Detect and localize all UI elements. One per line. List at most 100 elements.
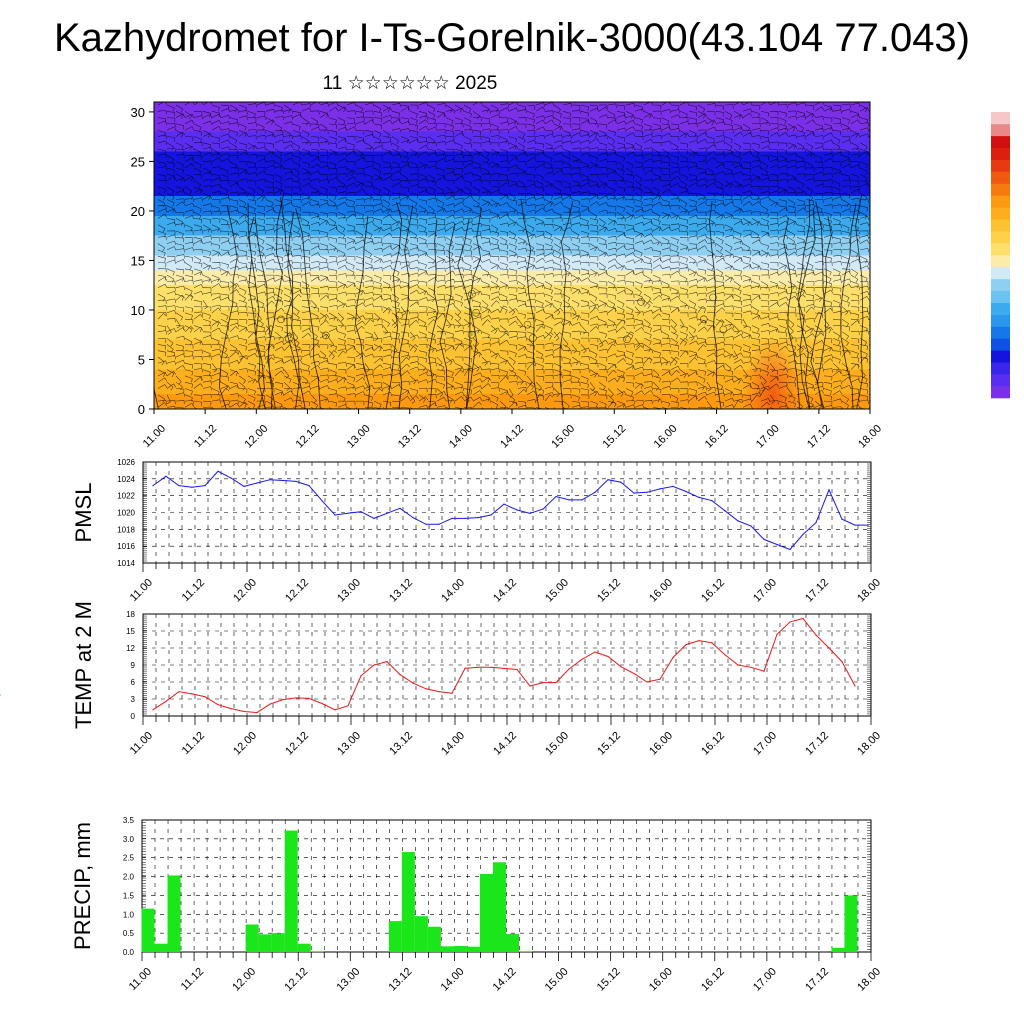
precip-bar	[831, 947, 845, 952]
pmsl-point	[490, 514, 492, 516]
pmsl-point	[334, 514, 336, 516]
temp-point	[685, 644, 687, 646]
temp-point	[529, 685, 531, 687]
pmsl-point	[789, 548, 791, 551]
pmsl-point	[373, 517, 375, 520]
heatmap-x-tick-label: 12.12	[294, 423, 322, 451]
colorbar-cell	[991, 112, 1010, 125]
heatmap-y-tick-label: 15	[131, 253, 145, 268]
pmsl-point	[685, 490, 687, 493]
calm-circle	[472, 308, 480, 317]
temp-x-tick-label: 12.00	[231, 730, 259, 758]
pmsl-point	[438, 523, 440, 525]
pmsl-point	[165, 475, 167, 477]
precip-x-tick-label: 18.00	[855, 966, 883, 994]
temp-point	[542, 682, 544, 684]
colorbar-cell	[991, 171, 1010, 184]
temp-point	[230, 708, 232, 710]
pmsl-point	[529, 512, 531, 514]
precip-y-tick-label: 1.5	[123, 891, 135, 900]
colorbar-cell	[991, 255, 1010, 268]
colorbar-cell	[991, 266, 1010, 280]
precip-x-tick-label: 13.12	[387, 966, 415, 994]
pmsl-point	[230, 477, 232, 479]
pmsl-point	[750, 525, 752, 527]
heatmap-x-tick-label: 18.00	[856, 423, 884, 451]
temp-point	[321, 702, 323, 705]
temp-x-tick-label: 11.00	[128, 730, 155, 757]
temp-point	[464, 667, 466, 670]
pmsl-y-tick-label: 1018	[117, 525, 135, 534]
temp-point	[347, 705, 349, 707]
colorbar-cell	[991, 147, 1010, 160]
temp-point	[620, 666, 622, 668]
precip-y-tick-label: 0.5	[123, 929, 135, 938]
temp-point	[0, 694, 1, 696]
precip-x-tick-label: 17.00	[751, 966, 779, 994]
precip-bar	[401, 852, 415, 952]
temp-point	[191, 693, 193, 695]
temp-y-tick-label: 18	[126, 610, 135, 619]
colorbar-cell	[991, 314, 1010, 327]
temp-point	[516, 668, 518, 671]
calm-circle	[709, 293, 717, 302]
precip-x-tick-label: 16.12	[699, 966, 727, 994]
temp-y-tick-label: 3	[131, 695, 136, 704]
precip-bar	[479, 873, 493, 952]
pmsl-point	[724, 510, 726, 512]
pmsl-point	[243, 485, 245, 487]
temp-point	[386, 661, 388, 663]
colorbar-cell	[991, 278, 1010, 292]
pmsl-point	[308, 485, 310, 487]
temp-point	[633, 672, 635, 675]
pmsl-point	[659, 488, 661, 490]
pmsl-y-tick-label: 1016	[117, 542, 135, 551]
calm-circle	[277, 315, 285, 324]
calm-circle	[467, 330, 476, 339]
temp-point	[568, 668, 570, 670]
precip-y-tick-label: 2.5	[123, 854, 135, 863]
temp-point	[698, 640, 700, 642]
pmsl-x-tick-label: 11.12	[180, 577, 207, 604]
pmsl-y-tick-label: 1024	[117, 475, 135, 484]
temp-point	[412, 682, 414, 684]
temp-point	[282, 699, 284, 701]
pmsl-point	[698, 496, 700, 498]
precip-y-tick-label: 1.0	[123, 910, 135, 919]
precip-x-tick-label: 11.12	[179, 966, 206, 993]
precip-bar	[844, 895, 858, 952]
pmsl-point	[646, 491, 648, 493]
colorbar-cell	[991, 350, 1010, 363]
temp-point	[607, 655, 609, 658]
colorbar-cell	[991, 231, 1010, 244]
pmsl-point	[672, 485, 674, 487]
heatmap-x-tick-label: 11.12	[192, 423, 219, 450]
chart-subtitle: 11 ☆☆☆☆☆☆ 2025	[322, 73, 498, 94]
heatmap-x-tick-label: 15.00	[549, 423, 577, 451]
pmsl-point	[152, 485, 154, 487]
pmsl-point	[711, 500, 713, 502]
temp-point	[763, 670, 765, 672]
colorbar-cell	[991, 326, 1010, 339]
heatmap-y-tick-label: 10	[131, 303, 145, 318]
pmsl-point	[282, 479, 284, 482]
precip-bar	[388, 921, 402, 952]
precip-y-tick-label: 0.0	[123, 948, 135, 957]
pmsl-x-tick-label: 14.12	[491, 577, 519, 605]
pmsl-point	[867, 524, 869, 526]
colorbar-cell	[991, 243, 1010, 256]
temp-axis-title: TEMP at 2 M	[71, 601, 96, 729]
heatmap-x-tick-label: 15.12	[600, 423, 628, 451]
calm-circle	[719, 325, 728, 334]
precip-bar	[519, 951, 533, 952]
pmsl-point	[633, 492, 635, 494]
pmsl-x-tick-label: 12.12	[283, 577, 311, 605]
colorbar-cell	[991, 123, 1010, 137]
precip-x-tick-label: 16.00	[647, 966, 675, 994]
heatmap-y-tick-label: 0	[138, 402, 145, 417]
pmsl-point	[594, 491, 596, 493]
temp-x-tick-label: 14.00	[439, 730, 467, 758]
precip-bar	[440, 946, 454, 952]
heatmap-x-tick-label: 17.00	[754, 423, 782, 451]
precip-bar	[427, 926, 441, 952]
